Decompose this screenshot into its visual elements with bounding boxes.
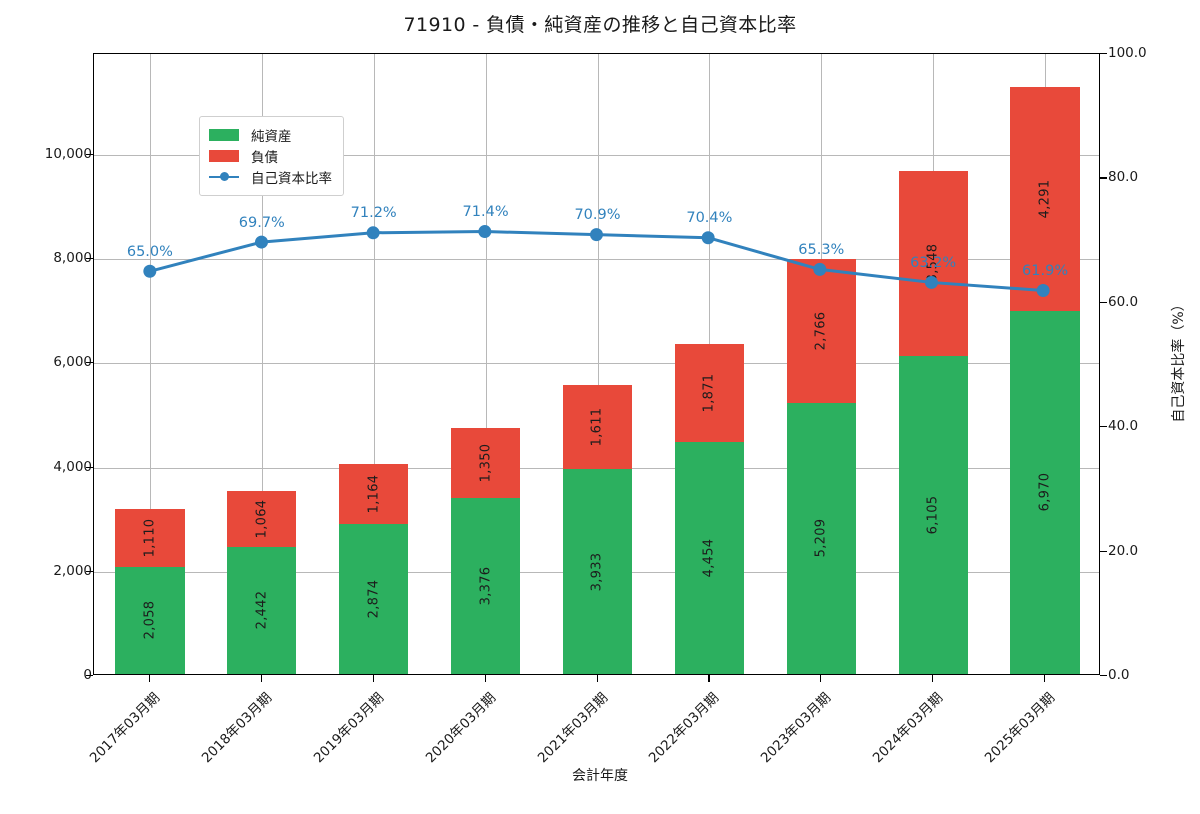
- y-axis-right-tick-label: 100.0: [1108, 45, 1147, 61]
- x-axis-tick-mark: [260, 675, 262, 682]
- legend-item-equity: 純資産: [209, 124, 332, 145]
- y-axis-left-tick-mark: [86, 466, 93, 468]
- x-axis-tick-mark: [1044, 675, 1046, 682]
- y-axis-right-tick-label: 20.0: [1108, 542, 1139, 559]
- y-axis-right-tick-label: 60.0: [1108, 293, 1139, 310]
- y-axis-right-tick-label: 80.0: [1108, 169, 1139, 186]
- bar-series-container: 2,058 1,110 2,442 1,064 2,874 1,164 3,376 1,350…: [94, 54, 1099, 674]
- y-axis-left-tick-mark: [86, 153, 93, 156]
- x-axis-tick-label: 2022年03月期: [646, 689, 723, 767]
- x-axis-tick-label: 2020年03月期: [422, 689, 499, 767]
- ratio-value-labels: 65.0% 69.7% 71.2% 71.4% 70.9% 70.4% 65.3% 63.2%…: [94, 54, 1099, 674]
- legend-item-liability: 負債: [209, 145, 332, 166]
- y-axis-left-tick-label: 8,000: [53, 250, 92, 267]
- x-axis-tick-label: 2025年03月期: [981, 689, 1059, 767]
- ratio-point-label: 63.2%: [910, 254, 957, 271]
- x-axis-tick-mark: [708, 675, 710, 682]
- ratio-point-label: 70.4%: [686, 210, 733, 227]
- y-axis-left-tick-mark: [86, 362, 93, 364]
- bar-group[interactable]: 4,454 1,871: [674, 344, 745, 674]
- bar-segment-liability[interactable]: 1,064: [227, 491, 297, 547]
- legend-item-ratio: 自己資本比率: [209, 166, 332, 187]
- bar-segment-liability[interactable]: 1,350: [450, 427, 521, 499]
- y-axis-right-tick-mark: [1100, 426, 1107, 428]
- y-axis-left-tick-label: 4,000: [53, 458, 92, 475]
- bar-segment-equity[interactable]: 4,454: [674, 441, 745, 674]
- bar-segment-equity[interactable]: 6,105: [898, 355, 968, 674]
- y-axis-right-tick-label: 0.0: [1108, 667, 1130, 683]
- bar-group[interactable]: 3,933 1,611: [562, 385, 633, 674]
- y-axis-left-tick-mark: [86, 258, 93, 260]
- y-axis-right-tick-mark: [1100, 675, 1107, 677]
- x-axis-title: 会計年度: [572, 768, 628, 784]
- y-axis-left-tick-mark: [86, 675, 93, 677]
- x-axis-tick-mark: [372, 675, 374, 682]
- x-axis-tick-label: 2019年03月期: [310, 689, 387, 767]
- x-axis-tick-mark: [596, 675, 598, 682]
- y-axis-right-tick-mark: [1100, 53, 1107, 55]
- plot-area: 2,058 1,110 2,442 1,064 2,874 1,164 3,376 1,350…: [93, 53, 1100, 675]
- y-axis-right-tick-mark: [1100, 550, 1107, 552]
- ratio-point-label: 65.3%: [798, 241, 845, 258]
- bar-segment-liability[interactable]: 1,164: [339, 463, 409, 525]
- bar-segment-equity[interactable]: 3,376: [450, 498, 521, 674]
- gridline-vertical: [261, 54, 263, 674]
- legend-label-ratio: 自己資本比率: [251, 170, 332, 187]
- gridline-vertical: [597, 54, 599, 674]
- chart-legend: 純資産 負債 自己資本比率: [199, 116, 344, 196]
- x-axis-tick-mark: [932, 675, 934, 682]
- bar-segment-equity[interactable]: 2,874: [339, 524, 409, 674]
- gridline-vertical: [149, 54, 151, 674]
- bar-group[interactable]: 2,874 1,164: [339, 463, 409, 674]
- bar-segment-liability[interactable]: 1,110: [115, 509, 185, 567]
- y-axis-left-tick-label: 2,000: [53, 562, 92, 579]
- x-axis-tick-label: 2021年03月期: [534, 689, 611, 767]
- y-axis-right-tick-mark: [1100, 301, 1107, 303]
- y-axis-left-tick-label: 10,000: [44, 145, 92, 162]
- gridline-horizontal: [94, 154, 1099, 156]
- ratio-point-label: 71.2%: [350, 205, 397, 222]
- y-axis-right-tick-label: 40.0: [1108, 418, 1139, 435]
- y-axis-right-tick-mark: [1100, 177, 1107, 179]
- bar-segment-equity[interactable]: 5,209: [786, 402, 856, 674]
- ratio-point-label: 70.9%: [574, 207, 621, 223]
- legend-swatch-ratio: [209, 171, 239, 183]
- bar-group[interactable]: 2,058 1,110: [115, 509, 185, 674]
- ratio-point-label: 69.7%: [238, 214, 285, 231]
- bar-segment-equity[interactable]: 3,933: [562, 469, 633, 674]
- x-axis-tick-label: 2024年03月期: [869, 689, 947, 767]
- bar-group[interactable]: 2,442 1,064: [227, 491, 297, 674]
- gridline-vertical: [373, 54, 375, 674]
- bar-segment-liability[interactable]: 1,611: [562, 385, 633, 469]
- bar-segment-liability[interactable]: 1,871: [674, 344, 745, 442]
- y-axis-left-tick-mark: [86, 570, 93, 572]
- x-axis-tick-mark: [820, 675, 822, 682]
- legend-label-equity: 純資産: [251, 128, 292, 145]
- ratio-point-label: 65.0%: [126, 243, 173, 260]
- x-axis-tick-mark: [484, 675, 486, 682]
- x-axis-tick-label: 2017年03月期: [86, 689, 164, 767]
- x-axis-tick-label: 2023年03月期: [758, 689, 835, 767]
- bar-segment-equity[interactable]: 6,970: [1010, 310, 1080, 674]
- legend-swatch-liability: [209, 149, 239, 162]
- y-axis-left-tick-label: 6,000: [53, 354, 92, 371]
- ratio-point-label: 71.4%: [462, 203, 509, 220]
- y-axis-right-title: 自己資本比率（%）: [1171, 297, 1187, 423]
- gridline-horizontal: [94, 363, 1099, 365]
- legend-line-marker: [220, 172, 229, 181]
- page-title: 71910 - 負債・純資産の推移と自己資本比率: [403, 14, 797, 36]
- legend-label-liability: 負債: [251, 149, 278, 166]
- bar-group[interactable]: 3,376 1,350: [450, 427, 521, 674]
- x-axis-tick-label: 2018年03月期: [198, 689, 275, 767]
- bar-segment-equity[interactable]: 2,442: [227, 546, 297, 674]
- bar-segment-equity[interactable]: 2,058: [115, 566, 185, 674]
- x-axis-tick-mark: [148, 675, 151, 682]
- legend-swatch-equity: [209, 128, 239, 141]
- ratio-point-label: 61.9%: [1022, 263, 1069, 279]
- gridline-vertical: [485, 54, 487, 674]
